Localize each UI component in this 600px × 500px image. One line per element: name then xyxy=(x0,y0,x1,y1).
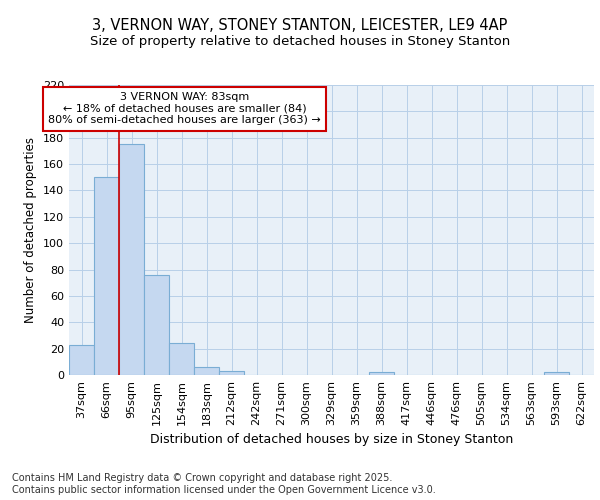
Bar xyxy=(169,344,194,375)
Text: 3, VERNON WAY, STONEY STANTON, LEICESTER, LE9 4AP: 3, VERNON WAY, STONEY STANTON, LEICESTER… xyxy=(92,18,508,32)
Bar xyxy=(144,275,169,375)
Y-axis label: Number of detached properties: Number of detached properties xyxy=(25,137,37,323)
Text: 3 VERNON WAY: 83sqm
← 18% of detached houses are smaller (84)
80% of semi-detach: 3 VERNON WAY: 83sqm ← 18% of detached ho… xyxy=(48,92,321,126)
Bar xyxy=(69,344,94,375)
Text: Size of property relative to detached houses in Stoney Stanton: Size of property relative to detached ho… xyxy=(90,35,510,48)
Bar xyxy=(369,372,394,375)
Bar xyxy=(544,372,569,375)
X-axis label: Distribution of detached houses by size in Stoney Stanton: Distribution of detached houses by size … xyxy=(150,434,513,446)
Bar xyxy=(194,367,219,375)
Bar xyxy=(119,144,144,375)
Bar xyxy=(219,371,244,375)
Text: Contains HM Land Registry data © Crown copyright and database right 2025.
Contai: Contains HM Land Registry data © Crown c… xyxy=(12,474,436,495)
Bar xyxy=(94,178,119,375)
